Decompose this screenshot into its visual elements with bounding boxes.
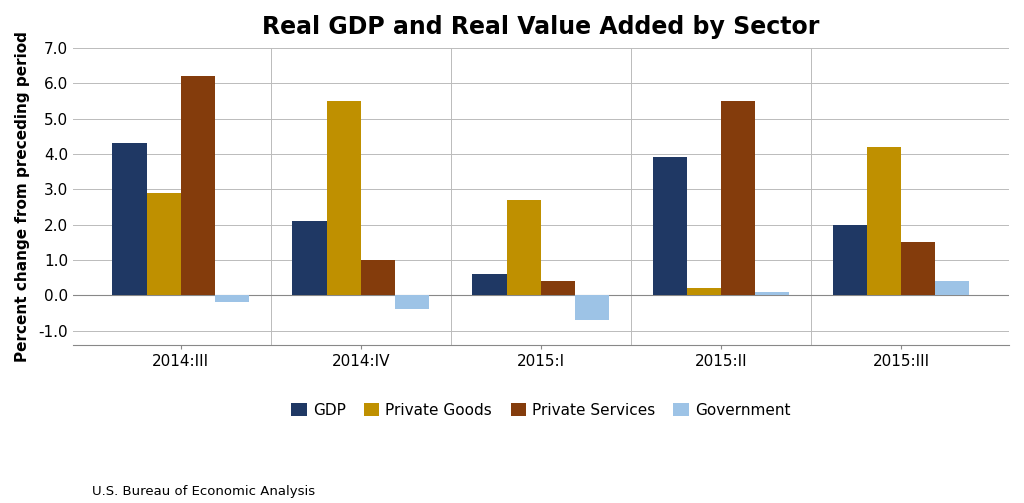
Bar [575,295,609,320]
Title: Real GDP and Real Value Added by Sector: Real GDP and Real Value Added by Sector [262,15,819,39]
Bar [507,200,541,295]
Y-axis label: Percent change from preceding period: Percent change from preceding period [15,31,30,362]
Legend: GDP, Private Goods, Private Services, Government: GDP, Private Goods, Private Services, Go… [286,397,797,424]
Bar [687,288,721,295]
Bar [472,274,507,295]
Bar [652,157,687,295]
Bar [146,193,181,295]
Bar [833,224,866,295]
Bar [360,260,395,295]
Bar [866,147,901,295]
Text: U.S. Bureau of Economic Analysis: U.S. Bureau of Economic Analysis [92,485,315,498]
Bar [293,221,327,295]
Bar [901,242,935,295]
Bar [181,76,215,295]
Bar [395,295,429,309]
Bar [215,295,249,302]
Bar [721,101,755,295]
Bar [327,101,360,295]
Bar [541,281,575,295]
Bar [755,292,790,295]
Bar [935,281,970,295]
Bar [113,143,146,295]
